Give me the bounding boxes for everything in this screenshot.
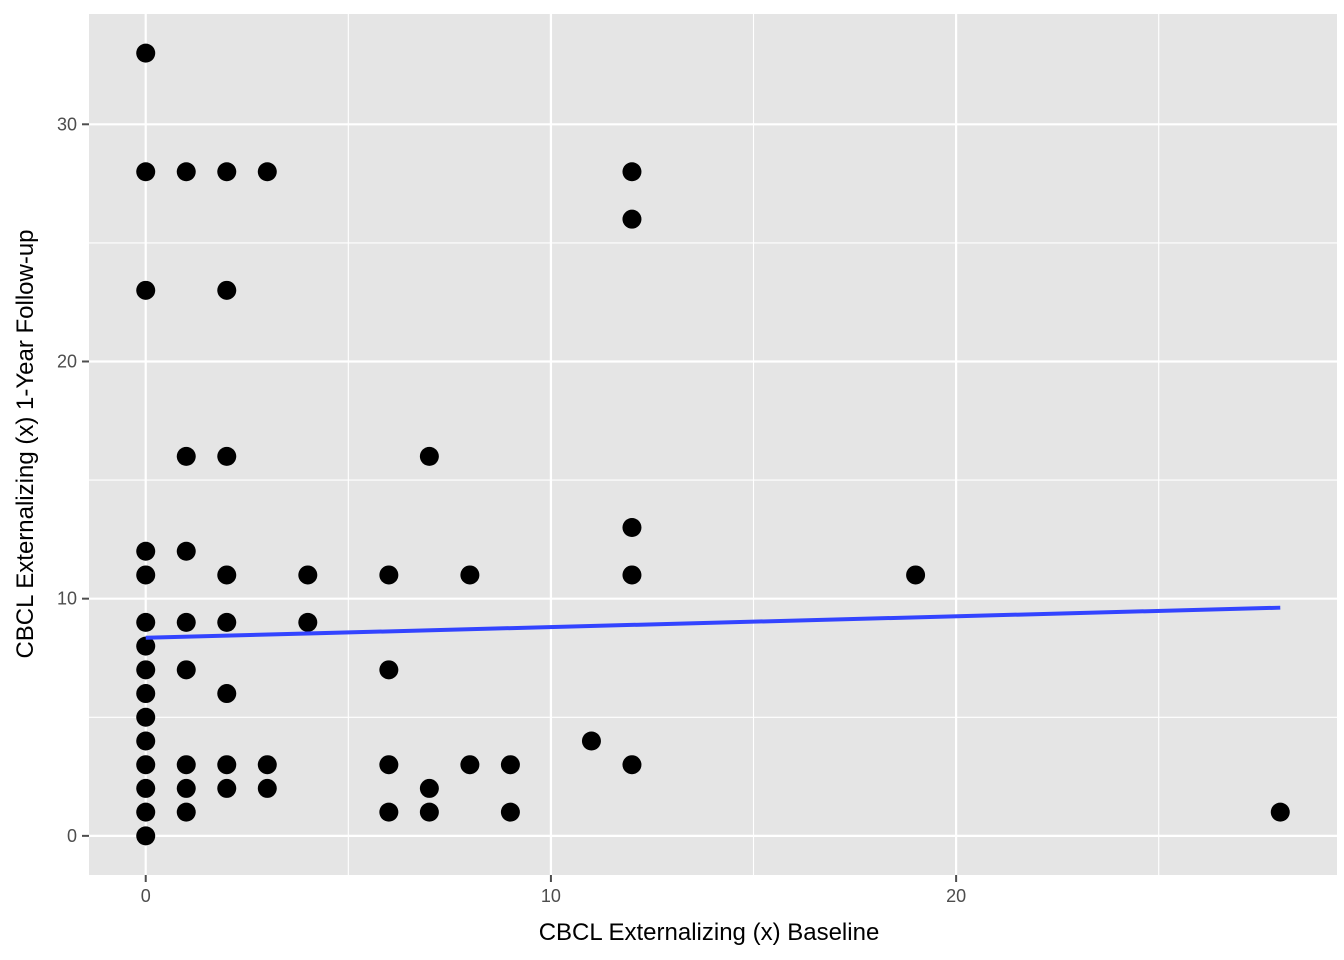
y-axis-title: CBCL Externalizing (x) 1-Year Follow-up	[12, 229, 39, 658]
data-point	[257, 778, 277, 798]
fit-line-layer	[145, 605, 1281, 640]
data-point	[217, 162, 237, 182]
data-point	[176, 802, 196, 822]
data-point	[176, 162, 196, 182]
plot-panel	[89, 14, 1337, 875]
data-point	[581, 731, 601, 751]
data-point	[136, 684, 156, 704]
data-point	[500, 802, 520, 822]
data-point	[298, 612, 318, 632]
data-point	[136, 280, 156, 300]
y-tick-label: 20	[57, 351, 77, 371]
data-point	[622, 209, 642, 229]
data-point	[257, 162, 277, 182]
data-point	[136, 541, 156, 561]
data-point	[298, 565, 318, 585]
data-point	[136, 707, 156, 727]
data-point	[217, 612, 237, 632]
data-point	[622, 755, 642, 775]
data-point	[622, 518, 642, 538]
data-point	[136, 755, 156, 775]
regression-line	[145, 605, 1281, 640]
x-tick-label: 10	[541, 886, 561, 906]
data-point	[176, 778, 196, 798]
data-point	[176, 660, 196, 680]
data-point	[419, 446, 439, 466]
data-point	[136, 612, 156, 632]
major-gridlines	[89, 14, 1337, 875]
data-point	[906, 565, 926, 585]
data-point	[217, 280, 237, 300]
x-tick-label: 20	[946, 886, 966, 906]
data-point	[136, 826, 156, 846]
data-point	[176, 755, 196, 775]
data-point	[379, 565, 399, 585]
data-point	[136, 636, 156, 656]
data-point	[460, 565, 480, 585]
data-point	[419, 778, 439, 798]
data-points	[136, 43, 1290, 846]
data-point	[257, 755, 277, 775]
data-point	[622, 565, 642, 585]
data-point	[460, 755, 480, 775]
tick-labels: 0 10 20 0 10 20 30	[57, 114, 966, 906]
data-point	[379, 660, 399, 680]
data-point	[500, 755, 520, 775]
data-point	[176, 541, 196, 561]
data-point	[622, 162, 642, 182]
data-point	[136, 660, 156, 680]
data-point	[136, 43, 156, 63]
data-point	[176, 612, 196, 632]
data-point	[217, 778, 237, 798]
data-point	[379, 755, 399, 775]
data-point	[217, 755, 237, 775]
minor-gridlines	[89, 14, 1337, 875]
data-point	[217, 565, 237, 585]
data-point	[379, 802, 399, 822]
data-point	[217, 446, 237, 466]
data-point	[176, 446, 196, 466]
data-point	[1270, 802, 1290, 822]
axis-ticks	[82, 123, 958, 882]
data-point	[136, 565, 156, 585]
data-point	[419, 802, 439, 822]
data-point	[136, 802, 156, 822]
x-axis-title: CBCL Externalizing (x) Baseline	[539, 919, 880, 946]
data-point	[217, 684, 237, 704]
y-tick-label: 10	[57, 589, 77, 609]
y-tick-label: 30	[57, 114, 77, 134]
data-point	[136, 778, 156, 798]
x-tick-label: 0	[141, 886, 151, 906]
data-point	[136, 162, 156, 182]
y-tick-label: 0	[67, 826, 77, 846]
data-point	[136, 731, 156, 751]
